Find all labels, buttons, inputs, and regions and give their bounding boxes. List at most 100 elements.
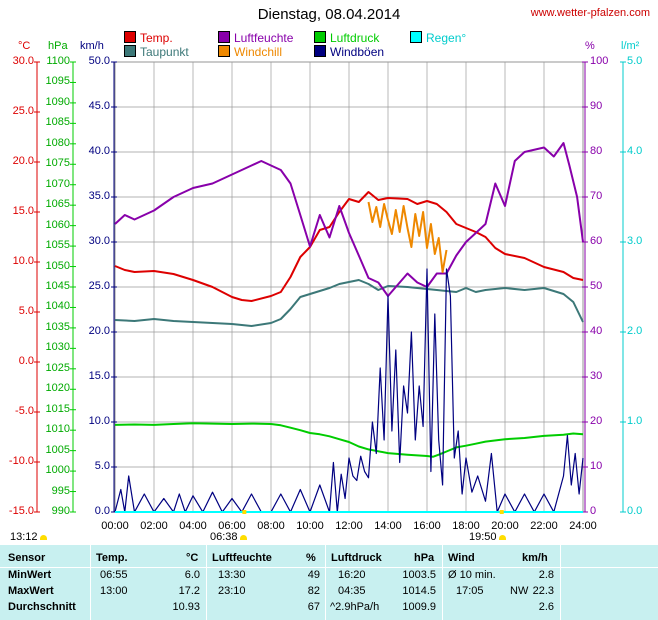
stats-head-temp: Temp. <box>96 552 128 564</box>
pressure-tick-label: 1055 <box>45 239 70 252</box>
time-tick-label: 16:00 <box>413 520 441 532</box>
stats-head-temp-unit: °C <box>186 552 199 564</box>
pressure-tick-label: 1060 <box>45 218 70 231</box>
stats-cell: 10.93 <box>172 601 200 613</box>
wind-tick-label: 30.0 <box>88 235 110 247</box>
chart-title: Dienstag, 08.04.2014 <box>257 6 401 23</box>
legend-swatch <box>124 45 136 57</box>
temp-tick-label: 25.0 <box>12 105 34 117</box>
humidity-tick-label: 0 <box>590 505 597 517</box>
time-tick-label: 24:00 <box>569 520 597 532</box>
wind-tick-label: 35.0 <box>88 190 110 202</box>
stats-cell: 17.2 <box>178 585 200 597</box>
time-tick-label: 06:00 <box>218 520 246 532</box>
legend-label: Regen° <box>426 31 467 45</box>
stats-cell: 2.8 <box>538 569 554 581</box>
humidity-tick-label: 70 <box>590 190 603 202</box>
pressure-tick-label: 1090 <box>45 95 70 108</box>
table-divider <box>206 545 207 620</box>
sunrise-icon <box>239 535 247 540</box>
rain-tick-label: 3.0 <box>627 235 643 247</box>
stats-cell: 1014.5 <box>402 585 436 597</box>
pressure-tick-label: 1030 <box>45 341 70 354</box>
stats-cell: ^2.9hPa/h <box>330 601 380 613</box>
rain-tick-label: 2.0 <box>627 325 643 337</box>
legend-item-gusts: Windböen <box>314 45 384 59</box>
series-line-windben <box>114 268 584 513</box>
stats-cell: Ø 10 min. <box>448 569 496 581</box>
stats-cell: NW <box>510 585 529 597</box>
legend-item-rain: Regen° <box>410 31 466 45</box>
temp-tick-label: 5.0 <box>18 305 34 317</box>
humidity-tick-label: 20 <box>590 415 603 427</box>
axis-head-pressure: hPa <box>48 40 68 52</box>
legend-swatch <box>124 31 136 43</box>
series-line-temp <box>114 191 584 302</box>
humidity-tick-label: 90 <box>590 100 603 112</box>
sunset-icon <box>498 535 506 540</box>
temp-tick-label: 20.0 <box>12 155 34 167</box>
rain-tick-label: 0.0 <box>627 505 643 517</box>
sunset-time: 19:50 <box>469 531 497 543</box>
time-tick-label: 08:00 <box>257 520 285 532</box>
pressure-tick-label: 1095 <box>45 75 70 88</box>
chart-series <box>114 142 584 514</box>
weather-chart <box>34 61 626 514</box>
temp-tick-label: 30.0 <box>12 55 34 67</box>
stats-cell: 06:55 <box>100 569 128 581</box>
pressure-tick-label: 1085 <box>45 116 70 129</box>
pressure-tick-label: 1000 <box>45 464 70 477</box>
wind-tick-label: 10.0 <box>88 415 110 427</box>
pressure-tick-label: 1020 <box>45 382 70 395</box>
humidity-tick-label: 40 <box>590 325 603 337</box>
rain-tick-label: 5.0 <box>627 55 643 67</box>
stats-head-wind: Wind <box>448 552 475 564</box>
time-tick-label: 10:00 <box>296 520 324 532</box>
sunset-marker: 19:50 <box>469 531 506 543</box>
temp-tick-label: 0.0 <box>18 355 34 367</box>
legend-label: Windchill <box>234 45 283 59</box>
time-tick-label: 02:00 <box>140 520 168 532</box>
stats-head-press-unit: hPa <box>414 552 435 564</box>
wind-tick-label: 40.0 <box>88 145 110 157</box>
legend-swatch <box>410 31 422 43</box>
temp-tick-label: -5.0 <box>15 405 34 417</box>
legend-swatch <box>218 45 230 57</box>
wind-tick-label: 45.0 <box>88 100 110 112</box>
series-line-luftfeuchte <box>114 142 584 297</box>
stats-cell: 13:30 <box>218 569 246 581</box>
rain-tick-label: 1.0 <box>627 415 643 427</box>
stats-cell: 23:10 <box>218 585 246 597</box>
sun-time-left: 13:12 <box>10 531 38 543</box>
humidity-tick-label: 100 <box>590 55 609 67</box>
temp-tick-label: -10.0 <box>8 455 34 467</box>
site-link[interactable]: www.wetter-pfalzen.com <box>530 7 650 19</box>
stats-cell: 1009.9 <box>402 601 436 613</box>
stats-head-hum-unit: % <box>306 552 316 564</box>
stats-cell: 1003.5 <box>402 569 436 581</box>
wind-tick-label: 25.0 <box>88 280 110 292</box>
stats-cell: 16:20 <box>338 569 366 581</box>
sun-marker-left: 13:12 <box>10 531 47 543</box>
stats-cell: 13:00 <box>100 585 128 597</box>
pressure-tick-label: 1075 <box>45 157 70 170</box>
time-tick-label: 22:00 <box>530 520 558 532</box>
stats-cell: 6.0 <box>184 569 200 581</box>
axis-head-rain: l/m² <box>621 40 640 52</box>
time-tick-label: 18:00 <box>452 520 480 532</box>
series-line-luftdruck <box>114 422 584 458</box>
temp-tick-label: 10.0 <box>12 255 34 267</box>
axis-head-wind: km/h <box>80 40 104 52</box>
pressure-tick-label: 1065 <box>45 198 70 211</box>
pressure-tick-label: 1005 <box>45 443 70 456</box>
pressure-tick-label: 1015 <box>45 402 70 415</box>
pressure-tick-label: 1010 <box>45 423 70 436</box>
legend-item-windchill: Windchill <box>218 45 282 59</box>
stats-cell: 17:05 <box>456 585 484 597</box>
wind-tick-label: 5.0 <box>94 460 110 472</box>
stats-row-label: MaxWert <box>8 585 54 597</box>
pressure-tick-label: 1100 <box>46 55 70 67</box>
legend-label: Taupunkt <box>140 45 189 59</box>
pressure-tick-label: 990 <box>51 505 70 517</box>
wind-tick-label: 50.0 <box>88 55 110 67</box>
